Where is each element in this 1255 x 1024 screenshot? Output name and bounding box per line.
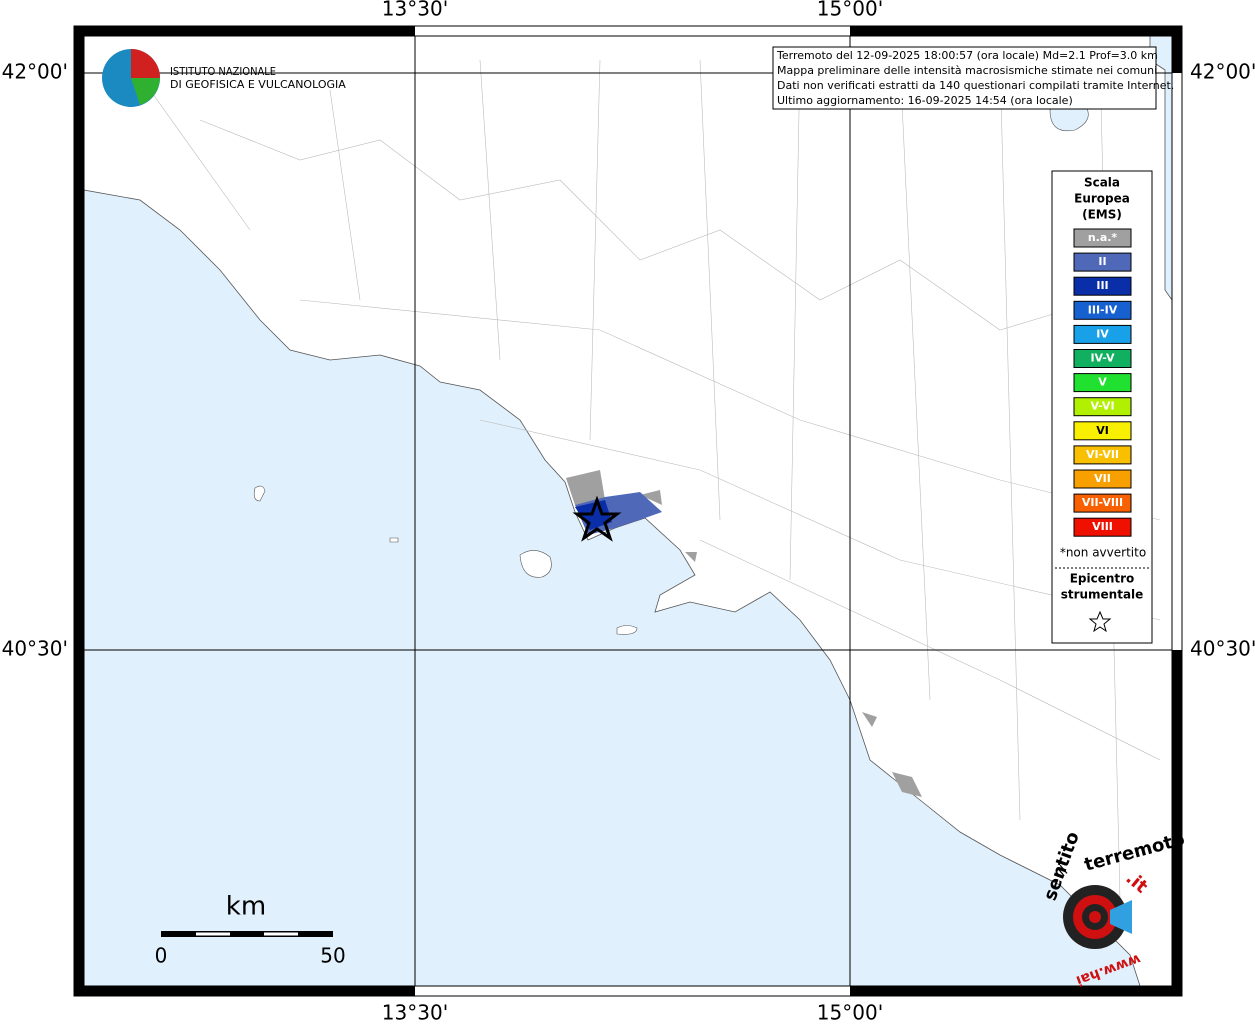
legend-label: VI-VII bbox=[1086, 448, 1119, 461]
legend-label: V bbox=[1098, 376, 1107, 389]
axis-label: 42°00' bbox=[2, 60, 68, 84]
legend-swatch bbox=[1073, 421, 1132, 441]
legend-swatch bbox=[1073, 276, 1132, 296]
logo-text: ISTITUTO NAZIONALE bbox=[170, 65, 276, 78]
info-line: Terremoto del 12-09-2025 18:00:57 (ora l… bbox=[776, 49, 1158, 62]
legend-swatch bbox=[1073, 397, 1132, 417]
legend-swatch bbox=[1073, 324, 1132, 344]
legend-swatch bbox=[1073, 493, 1132, 513]
intensity-iii bbox=[575, 500, 612, 530]
legend-label: II bbox=[1098, 255, 1106, 268]
scale-bar: km 0 50 bbox=[155, 892, 346, 968]
legend-label: VI bbox=[1096, 424, 1109, 437]
axis-label: 15°00' bbox=[817, 0, 883, 21]
legend-swatch bbox=[1073, 349, 1132, 368]
scale-min: 0 bbox=[155, 944, 168, 968]
scale-max: 50 bbox=[320, 944, 345, 968]
legend-label: V-VI bbox=[1090, 400, 1114, 413]
legend-label: VII-VIII bbox=[1082, 496, 1123, 509]
island bbox=[253, 485, 638, 635]
legend-star bbox=[1088, 610, 1112, 633]
legend-label: III-IV bbox=[1088, 303, 1118, 316]
axis-label: 15°00' bbox=[817, 1001, 883, 1024]
legend-epicenter: strumentale bbox=[1061, 588, 1144, 602]
legend-label: VII bbox=[1094, 472, 1111, 485]
legend: ScalaEuropea(EMS)n.a.*IIIIIIII-IVIVIV-VV… bbox=[1051, 170, 1153, 644]
info-line: Ultimo aggiornamento: 16-09-2025 14:54 (… bbox=[777, 94, 1073, 107]
info-line: Dati non verificati estratti da 140 ques… bbox=[777, 79, 1174, 92]
legend-swatch bbox=[1073, 517, 1132, 537]
legend-swatch bbox=[1073, 300, 1132, 320]
epicenter-star bbox=[572, 495, 622, 542]
axis-label: 40°30' bbox=[2, 637, 68, 661]
logo-ingv: ISTITUTO NAZIONALE DI GEOFISICA E VULCAN… bbox=[102, 49, 346, 107]
legend-swatch bbox=[1073, 445, 1132, 465]
scale-unit: km bbox=[226, 892, 266, 922]
logo-text: DI GEOFISICA E VULCANOLOGIA bbox=[170, 78, 346, 91]
axis-label: 13°30' bbox=[382, 1001, 448, 1024]
info-box: Terremoto del 12-09-2025 18:00:57 (ora l… bbox=[772, 46, 1174, 110]
legend-swatch bbox=[1073, 228, 1132, 248]
legend-swatch bbox=[1073, 252, 1132, 272]
legend-swatch bbox=[1073, 469, 1132, 489]
legend-swatch bbox=[1073, 373, 1132, 393]
axis-label: 42°00' bbox=[1190, 60, 1255, 84]
info-line: Mappa preliminare delle intensità macros… bbox=[777, 64, 1157, 77]
legend-label: IV-V bbox=[1090, 352, 1115, 365]
legend-label: n.a.* bbox=[1088, 231, 1118, 244]
legend-title: Scala bbox=[1084, 176, 1120, 190]
legend-label: VIII bbox=[1092, 520, 1113, 533]
legend-label: IV bbox=[1096, 327, 1109, 340]
legend-label: III bbox=[1096, 279, 1108, 292]
legend-epicenter: Epicentro bbox=[1070, 572, 1135, 586]
legend-note: *non avvertito bbox=[1060, 546, 1146, 560]
frame bbox=[73, 25, 1183, 997]
legend-title: (EMS) bbox=[1082, 208, 1122, 222]
axis-label: 40°30' bbox=[1190, 637, 1255, 661]
axis-label: 13°30' bbox=[382, 0, 448, 21]
legend-title: Europea bbox=[1074, 192, 1130, 206]
